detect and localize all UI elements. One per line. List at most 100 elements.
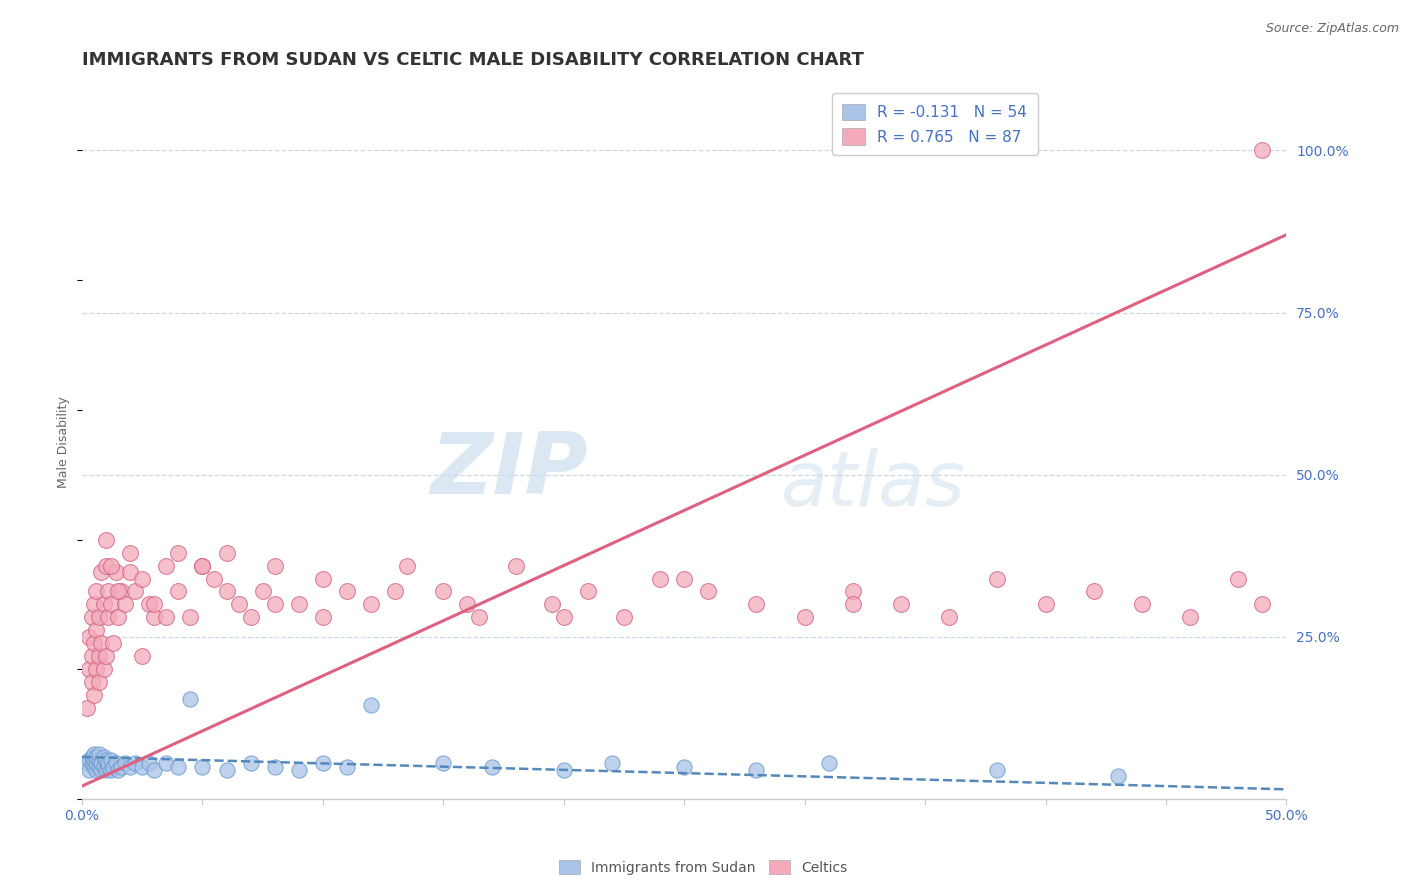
Point [76, 756, 98, 771]
Text: Source: ZipAtlas.com: Source: ZipAtlas.com [1265, 22, 1399, 36]
Point [155, 756, 177, 771]
Point [104, 756, 127, 771]
Point [83, 636, 105, 650]
Point [77, 753, 100, 767]
Point [97, 584, 120, 599]
Point [94, 753, 117, 767]
Point [204, 572, 226, 586]
Legend: Immigrants from Sudan, Celtics: Immigrants from Sudan, Celtics [553, 855, 853, 880]
Point [114, 756, 136, 771]
Point [93, 598, 115, 612]
Point [215, 584, 238, 599]
Point [986, 572, 1008, 586]
Point [456, 598, 478, 612]
Point [650, 572, 672, 586]
Point [252, 584, 274, 599]
Point [986, 763, 1008, 777]
Point [215, 545, 238, 559]
Point [87, 759, 110, 773]
Point [86, 624, 108, 638]
Point [124, 584, 146, 599]
Point [76, 701, 98, 715]
Point [94, 763, 117, 777]
Point [138, 598, 160, 612]
Point [1035, 598, 1057, 612]
Point [90, 763, 112, 777]
Legend: R = -0.131   N = 54, R = 0.765   N = 87: R = -0.131 N = 54, R = 0.765 N = 87 [831, 93, 1038, 155]
Point [107, 584, 129, 599]
Point [312, 756, 335, 771]
Point [131, 572, 153, 586]
Point [77, 630, 100, 644]
Point [124, 756, 146, 771]
Point [100, 753, 122, 767]
Point [86, 750, 108, 764]
Point [673, 572, 696, 586]
Point [87, 649, 110, 664]
Point [114, 598, 136, 612]
Point [77, 763, 100, 777]
Point [83, 753, 105, 767]
Point [90, 756, 112, 771]
Point [138, 756, 160, 771]
Point [360, 598, 382, 612]
Point [1107, 769, 1129, 783]
Point [167, 584, 190, 599]
Point [179, 691, 201, 706]
Point [120, 545, 142, 559]
Point [110, 584, 132, 599]
Point [107, 610, 129, 624]
Point [336, 584, 359, 599]
Point [100, 763, 122, 777]
Point [239, 756, 262, 771]
Point [83, 759, 105, 773]
Point [80, 649, 103, 664]
Point [842, 598, 865, 612]
Point [288, 763, 311, 777]
Point [94, 649, 117, 664]
Point [86, 662, 108, 676]
Point [83, 598, 105, 612]
Text: ZIP: ZIP [430, 429, 588, 512]
Point [600, 756, 623, 771]
Point [97, 610, 120, 624]
Point [1251, 598, 1274, 612]
Point [179, 610, 201, 624]
Point [83, 688, 105, 702]
Point [155, 610, 177, 624]
Point [396, 558, 419, 573]
Y-axis label: Male Disability: Male Disability [58, 396, 70, 488]
Point [120, 759, 142, 773]
Point [155, 558, 177, 573]
Point [120, 565, 142, 579]
Point [87, 747, 110, 761]
Point [191, 558, 214, 573]
Point [336, 759, 359, 773]
Point [86, 763, 108, 777]
Point [86, 756, 108, 771]
Point [86, 584, 108, 599]
Point [673, 759, 696, 773]
Point [87, 610, 110, 624]
Point [90, 565, 112, 579]
Point [143, 610, 166, 624]
Point [110, 759, 132, 773]
Point [80, 675, 103, 690]
Point [540, 598, 562, 612]
Point [107, 763, 129, 777]
Point [793, 610, 815, 624]
Point [167, 545, 190, 559]
Point [80, 750, 103, 764]
Point [143, 763, 166, 777]
Point [90, 636, 112, 650]
Point [745, 598, 768, 612]
Point [481, 759, 503, 773]
Point [228, 598, 250, 612]
Point [505, 558, 527, 573]
Point [191, 759, 214, 773]
Point [553, 763, 575, 777]
Point [93, 750, 115, 764]
Point [263, 759, 285, 773]
Point [93, 662, 115, 676]
Point [1083, 584, 1105, 599]
